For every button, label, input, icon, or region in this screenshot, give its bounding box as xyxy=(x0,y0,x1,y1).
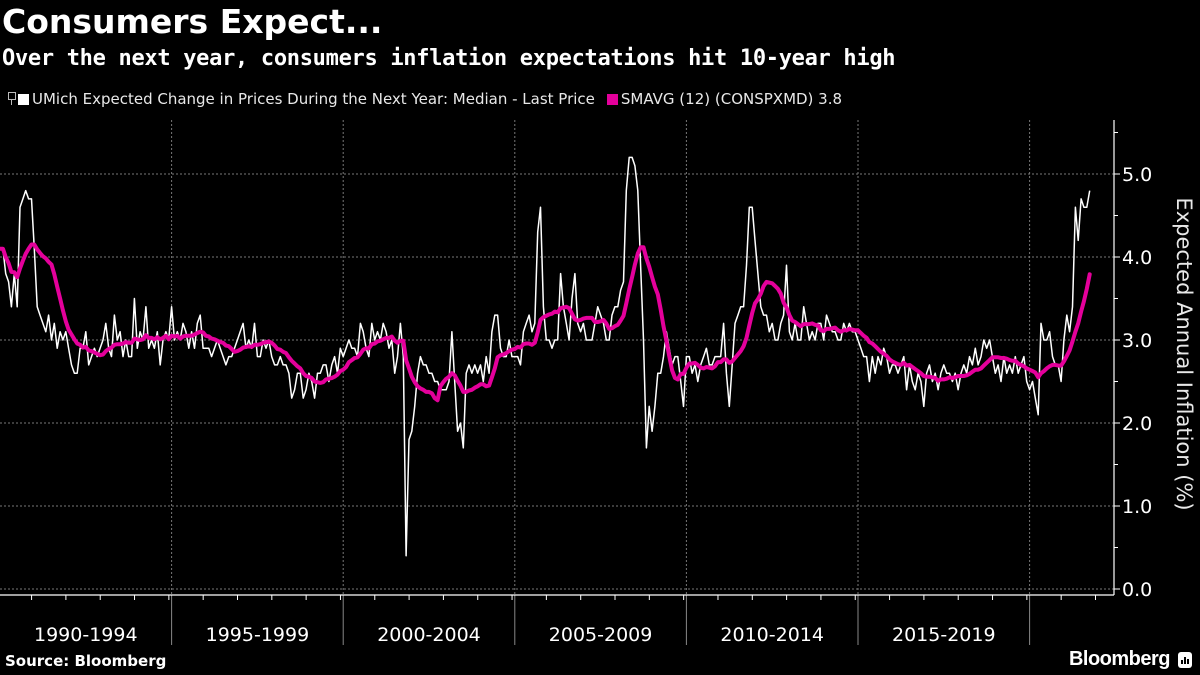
x-category-label: 2000-2004 xyxy=(377,624,481,646)
legend-label-smavg: SMAVG (12) (CONSPXMD) 3.8 xyxy=(620,90,843,108)
chart-subtitle: Over the next year, consumers inflation … xyxy=(2,46,896,71)
x-category-label: 1995-1999 xyxy=(206,624,310,646)
legend-swatch-magenta xyxy=(606,93,618,105)
y-tick-label: 0.0 xyxy=(1122,579,1152,601)
grid xyxy=(0,120,1114,595)
series-group xyxy=(0,156,1092,557)
collapse-icon[interactable] xyxy=(8,92,16,105)
x-category-label: 2005-2009 xyxy=(549,624,653,646)
chart-title: Consumers Expect... xyxy=(2,2,383,41)
legend-item-smavg[interactable]: SMAVG (12) (CONSPXMD) 3.8 xyxy=(606,90,843,108)
y-axis: 0.0 1.0 2.0 3.0 4.0 5.0 xyxy=(1113,120,1152,601)
legend-swatch-white xyxy=(18,93,29,105)
legend-label-last-price: UMich Expected Change in Prices During t… xyxy=(32,90,595,108)
x-category-label: 2010-2014 xyxy=(720,624,824,646)
bloomberg-chart-icon xyxy=(1178,651,1192,668)
brand: Bloomberg xyxy=(1069,648,1192,671)
x-category-label: 2015-2019 xyxy=(892,624,996,646)
y-tick-label: 2.0 xyxy=(1122,413,1152,435)
series-line-last-price xyxy=(0,156,1091,557)
bloomberg-logo: Bloomberg xyxy=(1068,648,1171,670)
legend-item-last-price[interactable]: UMich Expected Change in Prices During t… xyxy=(8,90,595,108)
y-axis-label: Expected Annual Inflation (%) xyxy=(1172,197,1196,510)
y-tick-label: 4.0 xyxy=(1122,247,1152,269)
y-tick-label: 3.0 xyxy=(1122,330,1152,352)
y-tick-label: 5.0 xyxy=(1122,164,1152,186)
x-category-label: 1990-1994 xyxy=(34,624,138,646)
legend: UMich Expected Change in Prices During t… xyxy=(8,90,854,108)
series-line-smavg xyxy=(0,242,1092,403)
y-tick-label: 1.0 xyxy=(1122,496,1152,518)
x-axis: 1990-1994 1995-1999 2000-2004 2005-2009 2010… xyxy=(0,594,1114,646)
source-note: Source: Bloomberg xyxy=(5,652,167,670)
